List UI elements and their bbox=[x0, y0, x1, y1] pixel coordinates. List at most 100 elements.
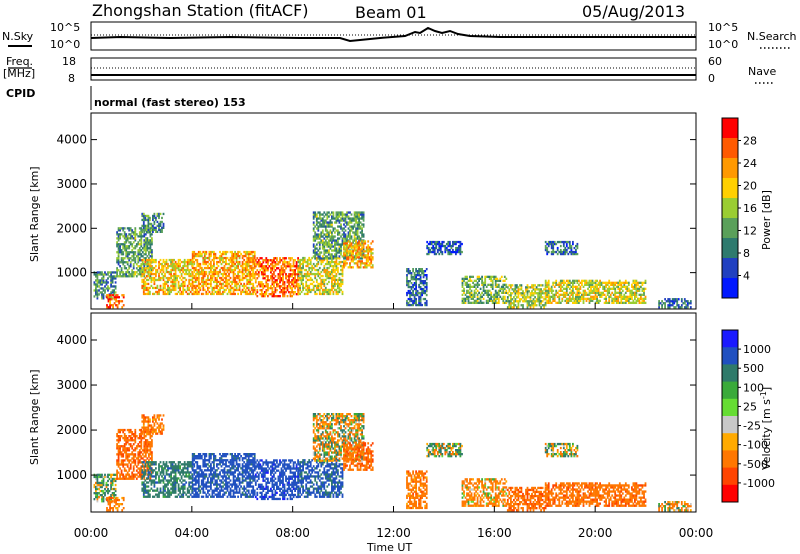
power-cell bbox=[317, 249, 320, 252]
power-cell bbox=[250, 288, 253, 292]
power-cell bbox=[346, 211, 348, 214]
power-cell bbox=[343, 262, 345, 265]
power-cell bbox=[419, 285, 422, 289]
power-cell bbox=[582, 299, 585, 302]
power-cell bbox=[173, 258, 175, 262]
power-cell bbox=[594, 293, 597, 296]
velocity-cell bbox=[140, 471, 143, 474]
power-cell bbox=[355, 211, 357, 214]
power-cell bbox=[149, 262, 151, 266]
power-cell bbox=[349, 217, 351, 220]
power-cell bbox=[331, 284, 333, 288]
power-cell bbox=[544, 295, 547, 298]
power-cell bbox=[107, 306, 110, 309]
power-cell bbox=[135, 243, 138, 246]
power-cell bbox=[347, 244, 350, 247]
power-cell bbox=[425, 289, 428, 293]
power-cell bbox=[246, 290, 249, 294]
power-cell bbox=[122, 275, 125, 278]
power-cell bbox=[352, 219, 354, 222]
power-cell bbox=[338, 219, 341, 222]
power-cell bbox=[120, 253, 123, 256]
power-cell bbox=[635, 279, 638, 282]
power-cell bbox=[235, 288, 238, 292]
velocity-cell bbox=[101, 496, 103, 499]
power-cell bbox=[123, 231, 126, 234]
power-cell bbox=[535, 286, 538, 289]
velocity-cell bbox=[99, 485, 102, 489]
power-cell bbox=[291, 273, 293, 276]
power-cell bbox=[452, 248, 454, 252]
power-cell bbox=[449, 250, 451, 254]
power-cell bbox=[247, 286, 250, 290]
power-cell bbox=[562, 248, 565, 252]
velocity-cell bbox=[140, 437, 143, 440]
power-cell bbox=[241, 268, 244, 272]
power-cell bbox=[643, 287, 645, 290]
power-cell bbox=[244, 252, 247, 256]
power-cell bbox=[508, 294, 511, 297]
power-cell bbox=[292, 271, 295, 274]
power-cell bbox=[605, 285, 607, 288]
power-cell bbox=[344, 213, 347, 216]
power-cell bbox=[505, 299, 508, 302]
power-cell bbox=[102, 289, 105, 292]
velocity-cell bbox=[135, 435, 138, 438]
power-cell bbox=[282, 283, 284, 286]
velocity-cell bbox=[137, 453, 140, 456]
power-cell bbox=[324, 272, 327, 276]
power-cell bbox=[141, 258, 144, 262]
power-cell bbox=[151, 253, 153, 256]
power-cell bbox=[481, 295, 483, 298]
velocity-cell bbox=[125, 469, 128, 472]
power-cell bbox=[461, 250, 463, 254]
power-cell bbox=[303, 258, 306, 262]
power-cell bbox=[202, 270, 205, 274]
power-cell bbox=[331, 268, 333, 272]
velocity-cell bbox=[126, 457, 129, 460]
power-cell bbox=[232, 260, 235, 264]
power-cell bbox=[314, 245, 317, 248]
power-cell bbox=[334, 249, 336, 252]
velocity-cell bbox=[140, 465, 143, 468]
power-cell bbox=[490, 283, 493, 286]
power-cell bbox=[203, 260, 206, 264]
power-cell bbox=[289, 293, 292, 296]
velocity-cell bbox=[104, 475, 106, 479]
power-cell bbox=[368, 248, 371, 251]
power-cell bbox=[249, 292, 252, 296]
power-cell bbox=[207, 264, 209, 268]
power-cell bbox=[487, 295, 490, 298]
power-cell bbox=[120, 267, 123, 270]
velocity-cell bbox=[142, 430, 145, 433]
power-cell bbox=[409, 303, 411, 307]
power-cell bbox=[355, 221, 357, 224]
power-cell bbox=[240, 292, 242, 296]
velocity-cell bbox=[95, 487, 97, 491]
power-cell bbox=[300, 258, 303, 262]
velocity-cell bbox=[123, 447, 126, 450]
power-cell bbox=[318, 235, 321, 238]
power-cell bbox=[306, 274, 309, 278]
power-cell bbox=[238, 276, 241, 280]
power-cell bbox=[579, 299, 582, 302]
power-cell bbox=[335, 268, 338, 272]
velocity-cell bbox=[143, 445, 146, 448]
power-cell bbox=[152, 260, 154, 264]
power-cell bbox=[183, 276, 186, 280]
velocity-cell bbox=[120, 459, 123, 462]
power-cell bbox=[324, 229, 327, 232]
power-cell bbox=[473, 285, 476, 288]
power-cell bbox=[334, 260, 336, 264]
power-cell bbox=[514, 286, 517, 289]
power-cell bbox=[116, 304, 119, 307]
velocity-cell bbox=[117, 447, 120, 450]
power-cell bbox=[568, 279, 571, 282]
velocity-cell bbox=[117, 441, 120, 444]
power-cell bbox=[582, 279, 585, 282]
power-cell bbox=[324, 241, 327, 244]
power-cell bbox=[361, 211, 363, 214]
velocity-cell bbox=[126, 459, 129, 462]
power-cell bbox=[170, 276, 172, 280]
power-cell bbox=[562, 240, 565, 244]
